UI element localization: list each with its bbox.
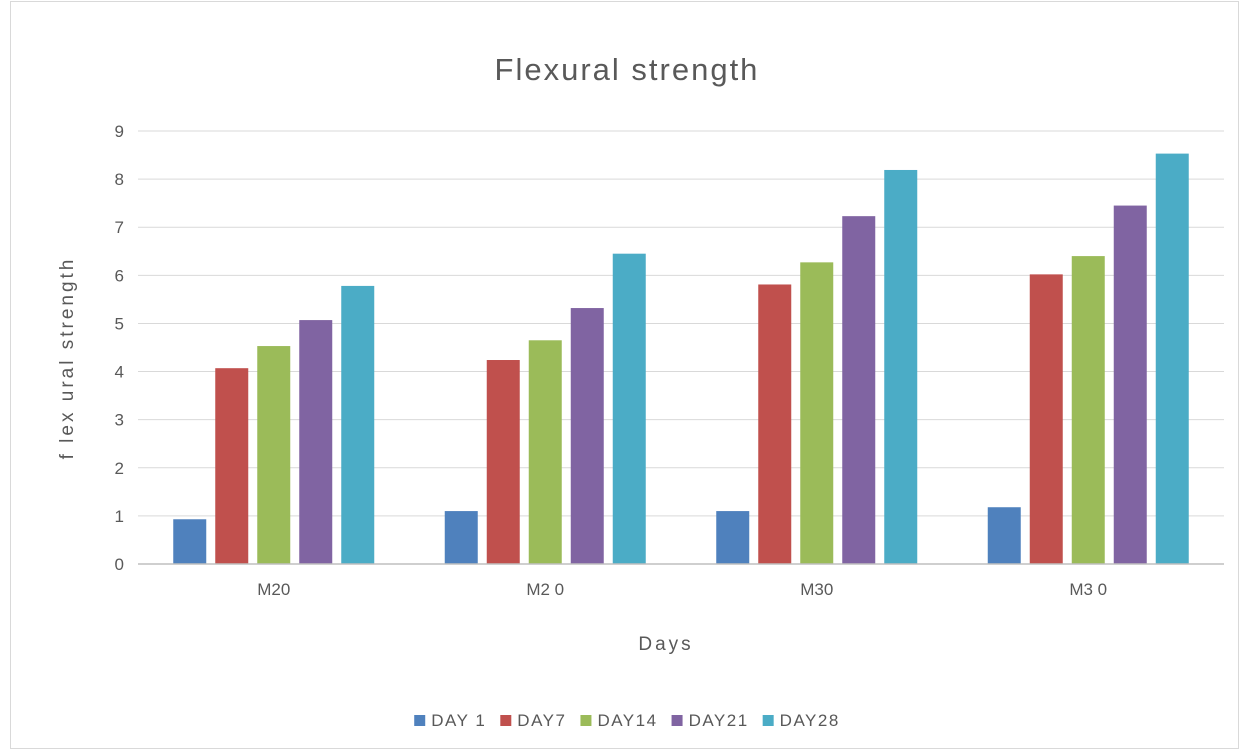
legend: DAY 1 DAY7 DAY14 DAY21 DAY28 xyxy=(414,711,840,730)
y-tick-label: 2 xyxy=(115,459,124,478)
bar xyxy=(1113,205,1147,565)
x-axis-title: Days xyxy=(638,634,693,655)
bar xyxy=(570,308,604,564)
bar xyxy=(612,253,646,564)
x-tick-label: M20 xyxy=(257,580,290,599)
y-axis-title: f lex ural strength xyxy=(57,257,78,460)
legend-label: DAY14 xyxy=(597,711,657,730)
bar xyxy=(486,360,520,564)
y-tick-label: 6 xyxy=(115,266,124,285)
bar xyxy=(444,511,478,564)
x-tick-label: M30 xyxy=(800,580,833,599)
y-tick-label: 0 xyxy=(115,555,124,574)
bar xyxy=(884,169,918,564)
legend-swatch xyxy=(762,715,774,726)
bar xyxy=(716,511,750,564)
chart-title: Flexural strength xyxy=(495,52,760,87)
y-axis-ticks: 0 1 2 3 4 5 6 7 8 9 xyxy=(115,122,124,574)
bars xyxy=(173,153,1189,565)
y-tick-label: 9 xyxy=(115,122,124,141)
legend-label: DAY21 xyxy=(689,711,749,730)
x-tick-label: M3 0 xyxy=(1069,580,1107,599)
legend-label: DAY 1 xyxy=(431,711,486,730)
bar xyxy=(173,519,207,564)
bar xyxy=(299,320,333,564)
bar xyxy=(842,216,876,564)
bar xyxy=(215,368,249,564)
bar xyxy=(800,262,834,564)
bar xyxy=(1155,153,1189,564)
legend-swatch xyxy=(671,715,683,726)
y-tick-label: 5 xyxy=(115,314,124,333)
bar xyxy=(987,507,1021,564)
bar xyxy=(758,284,792,564)
y-tick-label: 7 xyxy=(115,218,124,237)
y-tick-label: 4 xyxy=(115,363,124,382)
y-tick-label: 8 xyxy=(115,170,124,189)
legend-label: DAY28 xyxy=(780,711,840,730)
bar xyxy=(528,340,562,564)
y-tick-label: 1 xyxy=(115,507,124,526)
bar xyxy=(341,285,375,564)
y-tick-label: 3 xyxy=(115,411,124,430)
bar xyxy=(1029,274,1063,564)
legend-swatch xyxy=(414,715,426,726)
bar xyxy=(257,346,291,564)
x-tick-label: M2 0 xyxy=(526,580,564,599)
bar xyxy=(1071,256,1105,564)
legend-swatch xyxy=(580,715,592,726)
x-axis-ticks: M20 M2 0 M30 M3 0 xyxy=(257,580,1107,599)
legend-label: DAY7 xyxy=(517,711,566,730)
legend-swatch xyxy=(500,715,512,726)
